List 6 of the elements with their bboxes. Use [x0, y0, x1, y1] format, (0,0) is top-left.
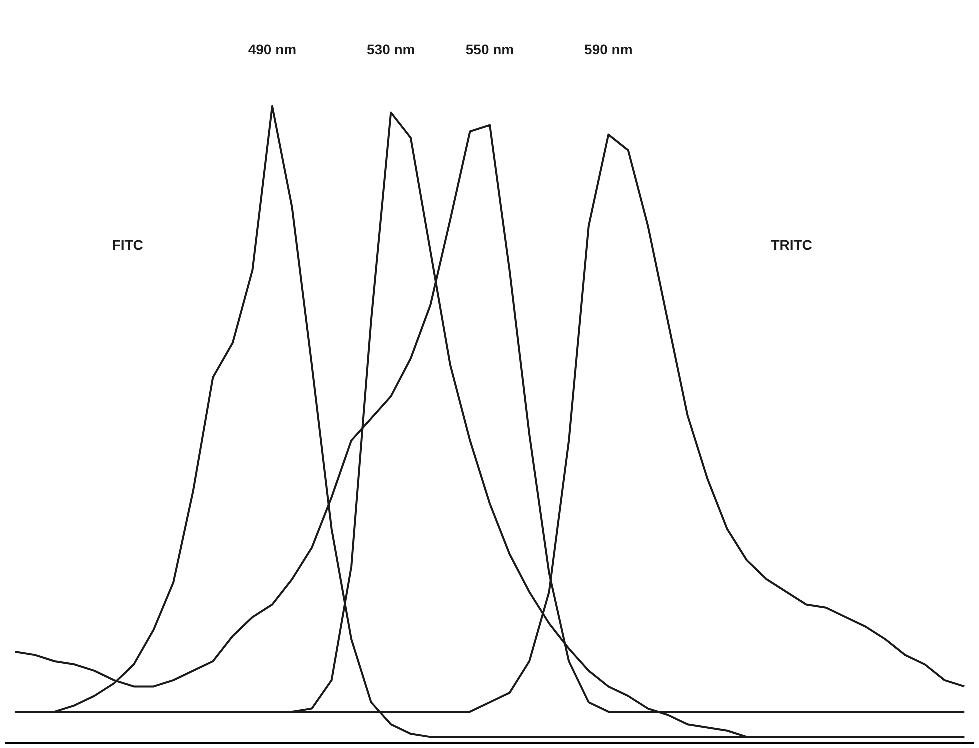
text: 550 nm — [466, 42, 514, 58]
text: 490 nm — [248, 42, 297, 58]
annotation: FITC — [112, 237, 144, 254]
text: 590 nm — [584, 42, 633, 58]
text: 530 nm — [367, 42, 416, 58]
annotation: TRITC — [771, 237, 812, 254]
